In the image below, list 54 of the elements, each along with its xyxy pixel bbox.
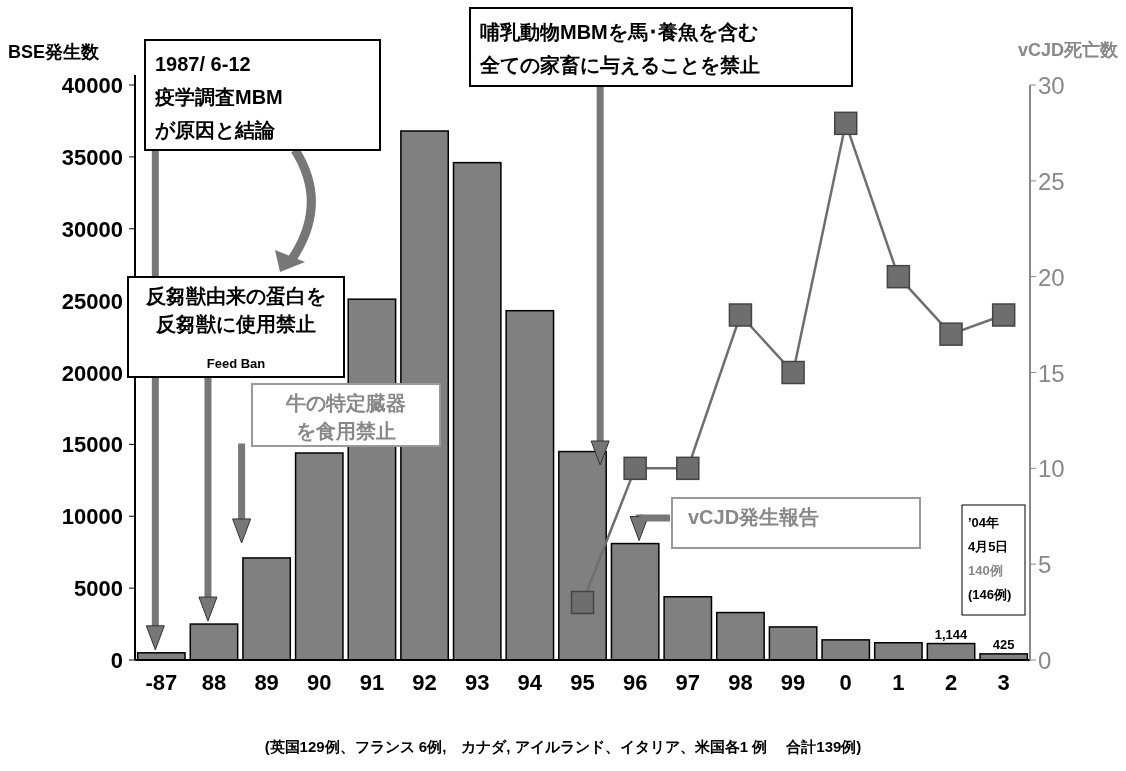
x-tick-label: 91 — [359, 670, 385, 695]
y2-tick-label: 10 — [1038, 455, 1065, 483]
x-tick-label: 95 — [570, 670, 595, 695]
x-tick-label: 90 — [307, 670, 332, 695]
x-tick-label: 92 — [412, 670, 437, 695]
annotation: Feed Ban — [206, 356, 266, 371]
y-tick-label: 40000 — [61, 73, 123, 98]
y-tick-label: 15000 — [61, 432, 123, 458]
y-tick-label: 25000 — [61, 288, 123, 314]
annotation: 牛の特定臓器を食用禁止 — [285, 392, 406, 442]
y-tick-label: 5000 — [74, 576, 123, 602]
y2-tick-label: 15 — [1038, 359, 1065, 387]
text: 哺乳動物MBMを馬･養魚を含む全ての家畜に与えることを禁止 — [479, 21, 760, 76]
data-label: 1,144 — [934, 626, 969, 642]
annotation: vCJD発生報告 — [688, 506, 820, 528]
point — [570, 590, 595, 615]
point — [886, 264, 911, 289]
point — [991, 303, 1016, 327]
x-tick-label: 3 — [997, 670, 1010, 695]
x-tick-label: 2 — [944, 670, 958, 695]
y2-tick-label: 20 — [1038, 263, 1065, 291]
annotation: ’04年 4月5日 140例 (146例) — [968, 515, 1012, 602]
y2-tick-label: 25 — [1038, 167, 1065, 195]
point — [833, 111, 858, 136]
x-tick-label: 96 — [622, 670, 648, 695]
x-tick-label: 88 — [201, 670, 227, 695]
y2-tick-label: 30 — [1038, 72, 1065, 99]
y-tick-label: 20000 — [61, 360, 123, 386]
x-tick-label: 94 — [517, 670, 543, 695]
y2-tick-label: 0 — [1038, 647, 1052, 674]
annotation: 反芻獣由来の蛋白を反芻獣に使用禁止 — [145, 285, 326, 335]
point — [781, 360, 805, 385]
y2-axis-title: vCJD死亡数 — [1017, 40, 1119, 60]
y2-tick-label: 5 — [1038, 551, 1052, 579]
y-axis-title: BSE発生数 — [8, 42, 101, 62]
point — [623, 456, 647, 481]
x-tick-label: 93 — [464, 670, 490, 695]
x-tick-label: 0 — [839, 670, 852, 695]
y-tick-label: 35000 — [61, 144, 123, 170]
x-tick-label: -87 — [145, 670, 178, 695]
y-tick-label: 10000 — [61, 504, 123, 530]
x-tick-label: 99 — [780, 670, 806, 695]
point — [676, 456, 700, 481]
y-tick-label: 30000 — [61, 216, 123, 242]
y-tick-label: 0 — [110, 648, 123, 673]
x-tick-label: 89 — [254, 670, 279, 695]
x-tick-label: 98 — [728, 670, 753, 695]
x-tick-label: 1 — [892, 670, 905, 695]
point — [939, 322, 963, 346]
point — [728, 303, 753, 327]
x-tick-label: 97 — [675, 670, 701, 695]
data-label: 425 — [992, 636, 1015, 652]
annotation: 1987/ 6-12 疫学調査MBM が原因と結論 — [154, 53, 283, 141]
text: (英国129例、フランス 6例, カナダ, アイルランド、イタリア、米国各1 例 合計139例) — [264, 738, 862, 755]
